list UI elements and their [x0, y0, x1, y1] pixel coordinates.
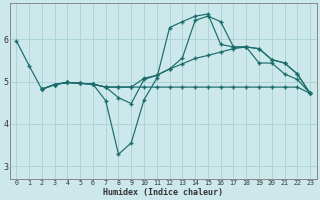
- X-axis label: Humidex (Indice chaleur): Humidex (Indice chaleur): [103, 188, 223, 197]
